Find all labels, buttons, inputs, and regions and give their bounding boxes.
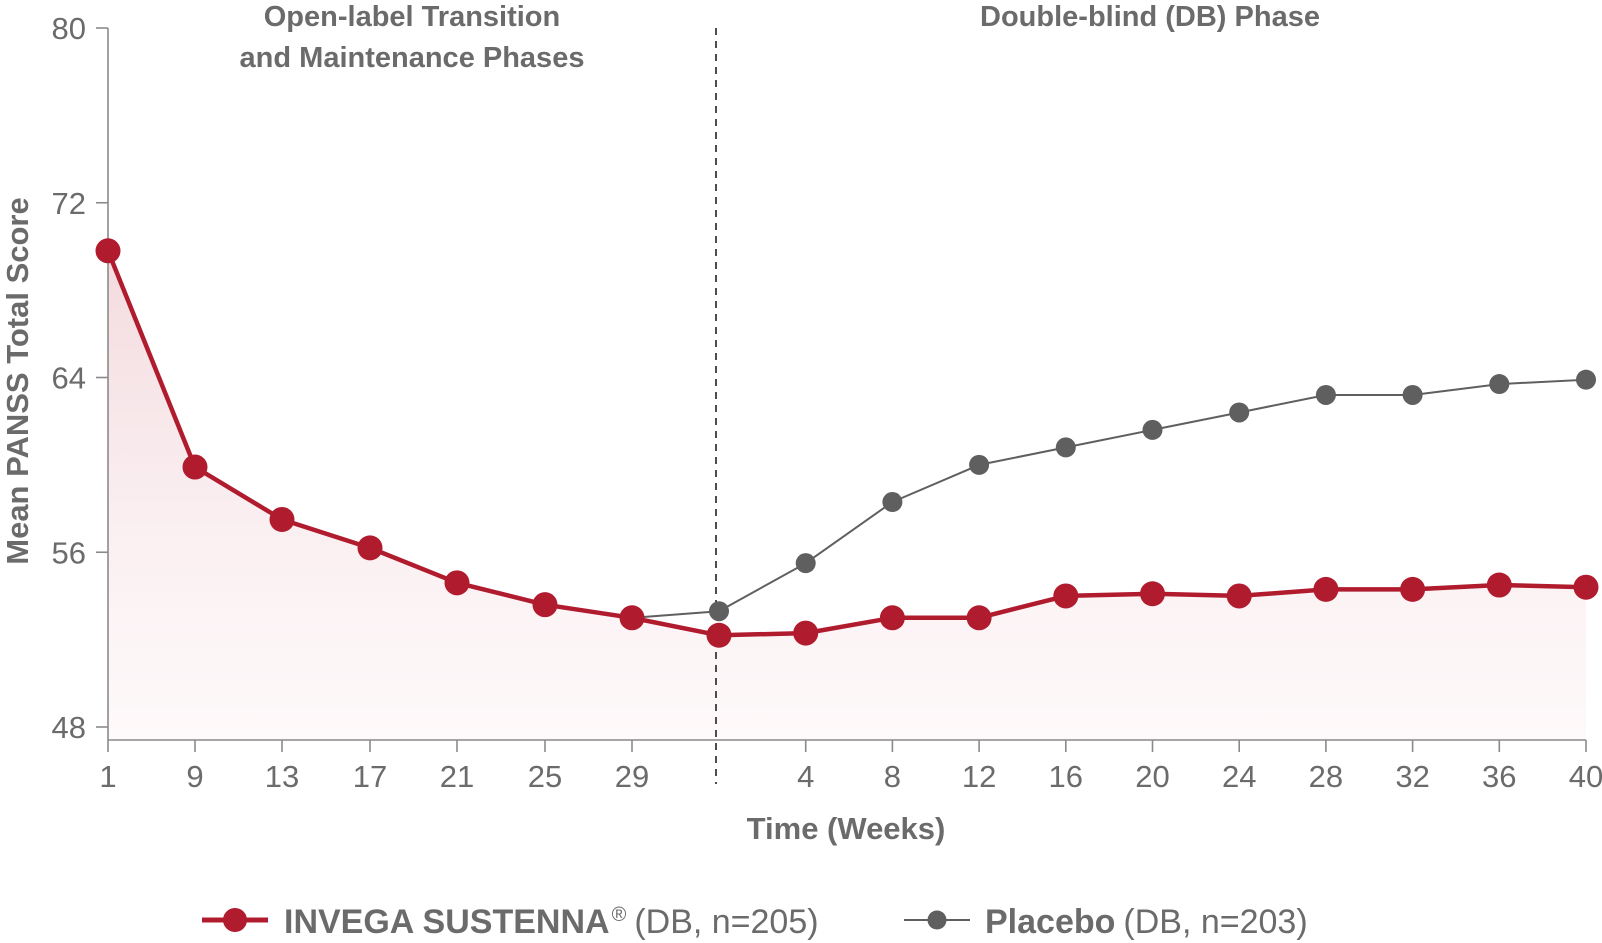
- legend-invega-name: INVEGA SUSTENNA: [284, 903, 610, 941]
- invega-point: [444, 570, 470, 596]
- legend-placebo-label: Placebo (DB, n=203): [985, 903, 1308, 941]
- phase-label-open-line1: Open-label Transition: [264, 1, 561, 33]
- x-tick-label: 12: [962, 759, 996, 794]
- y-tick-label: 72: [52, 186, 86, 221]
- invega-point: [879, 605, 905, 631]
- legend: INVEGA SUSTENNA ® (DB, n=205) Placebo (DB, …: [202, 903, 1308, 941]
- invega-line: [105, 249, 1587, 638]
- placebo-point: [795, 553, 816, 574]
- legend-invega-marker: [223, 908, 247, 932]
- legend-placebo-marker: [927, 910, 947, 930]
- y-axis-ticks: 48 56 64 72 80: [52, 11, 108, 745]
- x-tick-label: 24: [1222, 759, 1256, 794]
- legend-invega-suffix: (DB, n=205): [634, 903, 818, 941]
- x-axis-ticks: 1 9 13 17 21 25 29 4 8 12 16 20 24 28 32 36 40: [99, 740, 1602, 794]
- legend-placebo-name: Placebo: [985, 903, 1115, 941]
- invega-point: [1140, 581, 1165, 607]
- invega-point: [1400, 576, 1426, 602]
- invega-series: [95, 238, 1599, 648]
- placebo-point: [1229, 402, 1250, 423]
- x-tick-label: 8: [884, 759, 901, 794]
- placebo-series: [631, 369, 1596, 622]
- y-tick-label: 56: [52, 535, 86, 570]
- placebo-point: [969, 454, 990, 475]
- x-tick-label: 17: [353, 759, 387, 794]
- invega-point: [357, 535, 383, 561]
- y-axis-title: Mean PANSS Total Score: [0, 197, 35, 565]
- x-tick-label: 25: [528, 759, 562, 794]
- invega-point: [619, 605, 645, 631]
- invega-point: [532, 592, 558, 618]
- placebo-point: [1489, 374, 1510, 395]
- x-tick-label: 40: [1569, 759, 1602, 794]
- x-tick-label: 9: [186, 759, 203, 794]
- legend-invega-registered: ®: [612, 904, 627, 926]
- invega-point: [269, 506, 295, 532]
- x-tick-label: 1: [99, 759, 116, 794]
- invega-point: [1053, 583, 1079, 609]
- y-tick-label: 48: [52, 710, 86, 745]
- placebo-point: [1055, 437, 1076, 458]
- x-tick-label: 16: [1049, 759, 1083, 794]
- x-tick-label: 28: [1309, 759, 1343, 794]
- invega-point: [793, 620, 819, 646]
- invega-point: [1486, 572, 1512, 598]
- x-tick-label: 21: [440, 759, 474, 794]
- placebo-point: [1402, 384, 1423, 405]
- x-tick-label: 4: [797, 759, 814, 794]
- legend-invega-label: INVEGA SUSTENNA ® (DB, n=205): [284, 903, 819, 941]
- x-tick-label: 13: [265, 759, 299, 794]
- invega-point: [966, 605, 992, 631]
- x-tick-label: 29: [615, 759, 649, 794]
- invega-point: [706, 622, 732, 648]
- placebo-line: [631, 378, 1587, 619]
- phase-label-open-line2: and Maintenance Phases: [240, 42, 585, 74]
- y-tick-label: 80: [52, 11, 86, 46]
- invega-point: [1226, 583, 1252, 609]
- invega-point: [1573, 574, 1599, 600]
- placebo-point: [1142, 419, 1163, 440]
- invega-point: [182, 454, 208, 480]
- x-tick-label: 32: [1395, 759, 1429, 794]
- y-tick-label: 64: [52, 361, 86, 396]
- invega-point: [95, 238, 121, 264]
- phase-label-double-blind: Double-blind (DB) Phase: [980, 1, 1320, 33]
- invega-area-polygon: [108, 250, 1586, 741]
- x-tick-label: 20: [1135, 759, 1169, 794]
- invega-area-fill: [108, 250, 1586, 741]
- placebo-point: [1315, 384, 1336, 405]
- x-tick-label: 36: [1482, 759, 1516, 794]
- x-axis-title: Time (Weeks): [747, 811, 946, 846]
- invega-point: [1313, 576, 1339, 602]
- placebo-point: [882, 492, 903, 513]
- placebo-point: [709, 601, 729, 622]
- placebo-point: [1576, 369, 1596, 390]
- legend-placebo-suffix: (DB, n=203): [1123, 903, 1307, 941]
